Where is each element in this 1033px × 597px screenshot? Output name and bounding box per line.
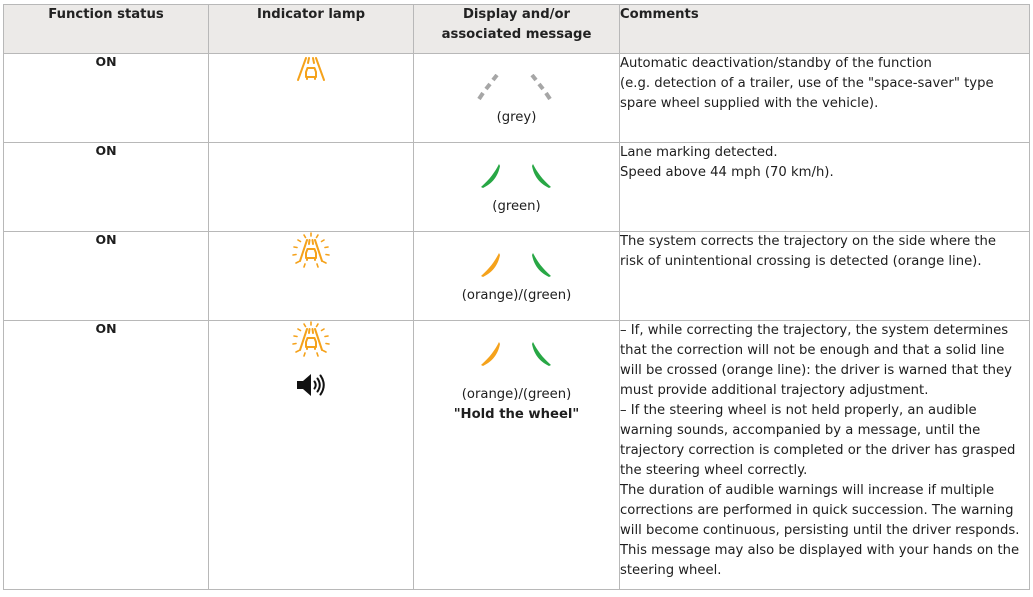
comment-line: – If the steering wheel is not held prop… (620, 403, 977, 418)
comment-line: will become continuous, persisting until… (620, 523, 1020, 538)
comment-line: (e.g. detection of a trailer, use of the… (620, 76, 994, 91)
table-row: ON (green) Lane marking detected. Speed … (3, 142, 1030, 232)
header-row: Function status Indicator lamp Display a… (3, 4, 1030, 54)
function-status-cell: ON (3, 142, 209, 232)
comment-line: corrections are performed in quick succe… (620, 503, 1014, 518)
lane-assist-flashing-icon (292, 321, 330, 357)
lane-assist-warning-icon (297, 57, 325, 81)
comment-line: trajectory correction is completed or th… (620, 443, 1016, 458)
comment-line: that the correction will not be enough a… (620, 343, 1005, 358)
display-caption: (orange)/(green) (461, 387, 572, 402)
table-row: ON (3, 231, 1030, 321)
lane-lines-green-icon (480, 164, 551, 188)
comments-cell: Lane marking detected. Speed above 44 mp… (619, 142, 1030, 232)
indicator-lamp-cell (208, 231, 414, 321)
comments-cell: – If, while correcting the trajectory, t… (619, 320, 1030, 590)
table-row: ON (3, 320, 1030, 590)
header-indicator-lamp: Indicator lamp (208, 4, 414, 54)
comment-line: will be crossed (orange line): the drive… (620, 363, 1012, 378)
header-display-message-text: Display and/or associated message (441, 7, 592, 42)
function-status-cell: ON (3, 53, 209, 143)
comment-line: warning sounds, accompanied by a message… (620, 423, 981, 438)
comment-line: risk of unintentional crossing is detect… (620, 254, 982, 269)
comment-line: Lane marking detected. (620, 145, 778, 160)
comment-line: must provide additional trajectory adjus… (620, 383, 929, 398)
display-caption: (green) (492, 199, 541, 214)
lane-lines-orange-green-icon (480, 253, 551, 277)
comment-line: spare wheel supplied with the vehicle). (620, 96, 879, 111)
lane-assist-flashing-icon (292, 232, 330, 268)
function-status-table: Function status Indicator lamp Display a… (3, 4, 1030, 590)
comment-line: Automatic deactivation/standby of the fu… (620, 56, 932, 71)
header-comments: Comments (619, 4, 1030, 54)
display-caption: (orange)/(green) (461, 288, 572, 303)
hold-the-wheel-message: "Hold the wheel" (453, 407, 580, 422)
table-row: ON (3, 53, 1030, 143)
comments-cell: The system corrects the trajectory on th… (619, 231, 1030, 321)
lane-lines-orange-green-icon (480, 342, 551, 366)
display-cell: (green) (413, 142, 620, 232)
comment-line: – If, while correcting the trajectory, t… (620, 323, 1009, 338)
comment-line: The duration of audible warnings will in… (620, 483, 995, 498)
header-display-message: Display and/or associated message (413, 4, 620, 54)
comment-line: the steering wheel correctly. (620, 463, 808, 478)
function-status-cell: ON (3, 320, 209, 590)
display-cell: (orange)/(green) "Hold the wheel" (413, 320, 620, 590)
comment-line: steering wheel. (620, 563, 722, 578)
header-function-status: Function status (3, 4, 209, 54)
display-cell: (grey) (413, 53, 620, 143)
indicator-lamp-cell (208, 320, 414, 590)
indicator-lamp-cell (208, 53, 414, 143)
comments-cell: Automatic deactivation/standby of the fu… (619, 53, 1030, 143)
lane-lines-grey-icon (476, 74, 552, 101)
comment-line: Speed above 44 mph (70 km/h). (620, 165, 834, 180)
indicator-lamp-cell (208, 142, 414, 232)
comment-line: The system corrects the trajectory on th… (620, 234, 997, 249)
speaker-icon (297, 374, 325, 396)
display-cell: (orange)/(green) (413, 231, 620, 321)
function-status-cell: ON (3, 231, 209, 321)
display-caption: (grey) (496, 110, 537, 125)
comment-line: This message may also be displayed with … (620, 543, 1020, 558)
